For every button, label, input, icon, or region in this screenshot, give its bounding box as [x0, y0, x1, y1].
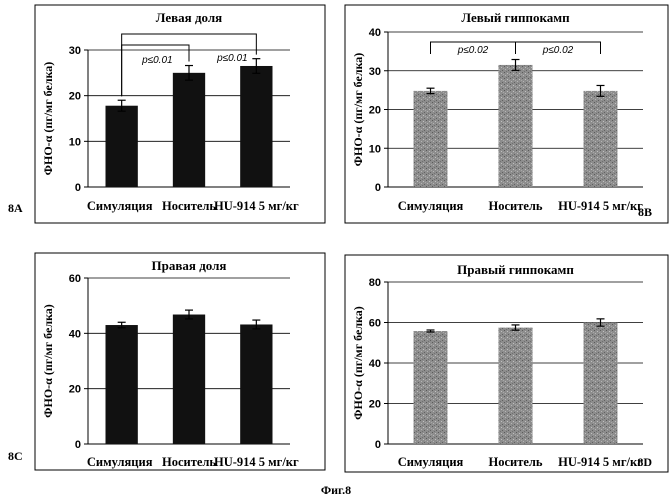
x-category-label: HU-914 5 мг/кг	[558, 455, 643, 469]
y-tick-label: 20	[69, 91, 81, 103]
panel-label: 8C	[8, 449, 23, 463]
chart-title: Правый гиппокамп	[457, 262, 574, 277]
y-tick-label: 0	[375, 439, 381, 451]
bar-1	[414, 331, 448, 444]
y-tick-label: 40	[369, 27, 381, 39]
bar-2	[173, 315, 205, 444]
bar-2	[173, 73, 205, 187]
x-category-label: Носитель	[162, 455, 216, 469]
x-category-label: HU-914 5 мг/кг	[214, 199, 299, 213]
bar-3	[240, 66, 272, 187]
bar-2	[499, 65, 533, 187]
y-tick-label: 40	[69, 328, 81, 340]
y-tick-label: 80	[369, 277, 381, 289]
y-axis-label: ФНО-α (пг/мг белка)	[351, 53, 365, 167]
y-tick-label: 40	[369, 358, 381, 370]
y-tick-label: 10	[369, 143, 381, 155]
x-category-label: HU-914 5 мг/кг	[214, 455, 299, 469]
y-tick-label: 0	[375, 182, 381, 194]
bar-2	[499, 328, 533, 444]
bar-3	[584, 323, 618, 445]
y-tick-label: 30	[369, 66, 381, 78]
x-category-label: Носитель	[488, 199, 542, 213]
bar-3	[584, 91, 618, 187]
bar-1	[106, 325, 138, 444]
panel-label: 8D	[637, 455, 652, 469]
y-tick-label: 0	[75, 182, 81, 194]
x-category-label: Симуляция	[398, 199, 464, 213]
y-tick-label: 20	[369, 399, 381, 411]
y-axis-label: ФНО-α (пг/мг белка)	[351, 306, 365, 420]
x-category-label: Носитель	[488, 455, 542, 469]
chart-title: Левая доля	[156, 10, 222, 25]
chart-title: Правая доля	[152, 258, 227, 273]
figure-caption: Фиг.8	[321, 483, 351, 497]
x-category-label: Симуляция	[398, 455, 464, 469]
y-tick-label: 20	[69, 384, 81, 396]
p-value-annotation: p≤0.01	[216, 53, 248, 64]
bar-3	[240, 324, 272, 444]
chart-panel-8b: Левый гиппокамп 0 10 20 30 40 ФНО-α (пг/мг бел…	[345, 5, 668, 223]
y-tick-label: 0	[75, 439, 81, 451]
y-axis-label: ФНО-α (пг/мг белка)	[41, 304, 55, 418]
p-value-annotation: p≤0.01	[141, 55, 173, 66]
bar-1	[106, 106, 138, 187]
y-tick-label: 60	[369, 318, 381, 330]
panel-label: 8B	[638, 205, 652, 219]
y-tick-label: 10	[69, 136, 81, 148]
x-category-label: HU-914 5 мг/кг	[558, 199, 643, 213]
chart-panel-8a: Левая доля 0 10 20 30 ФНО-α (пг/мг белка) Симу…	[8, 5, 325, 223]
x-category-label: Симуляция	[87, 199, 153, 213]
panel-label: 8A	[8, 201, 23, 215]
x-category-label: Симуляция	[87, 455, 153, 469]
p-value-annotation: p≤0.02	[542, 45, 574, 56]
y-axis-label: ФНО-α (пг/мг белка)	[41, 62, 55, 176]
chart-title: Левый гиппокамп	[461, 10, 570, 25]
chart-panel-8c: Правая доля 0 20 40 60 ФНО-α (пг/мг белка) Сим…	[8, 253, 325, 470]
y-tick-label: 30	[69, 45, 81, 57]
chart-panel-8d: Правый гиппокамп 0 20 40 60 80 ФНО-α (пг/мг бе…	[345, 255, 668, 472]
p-value-annotation: p≤0.02	[457, 45, 489, 56]
x-category-label: Носитель	[162, 199, 216, 213]
y-tick-label: 60	[69, 273, 81, 285]
y-tick-label: 20	[369, 105, 381, 117]
bar-1	[414, 91, 448, 187]
